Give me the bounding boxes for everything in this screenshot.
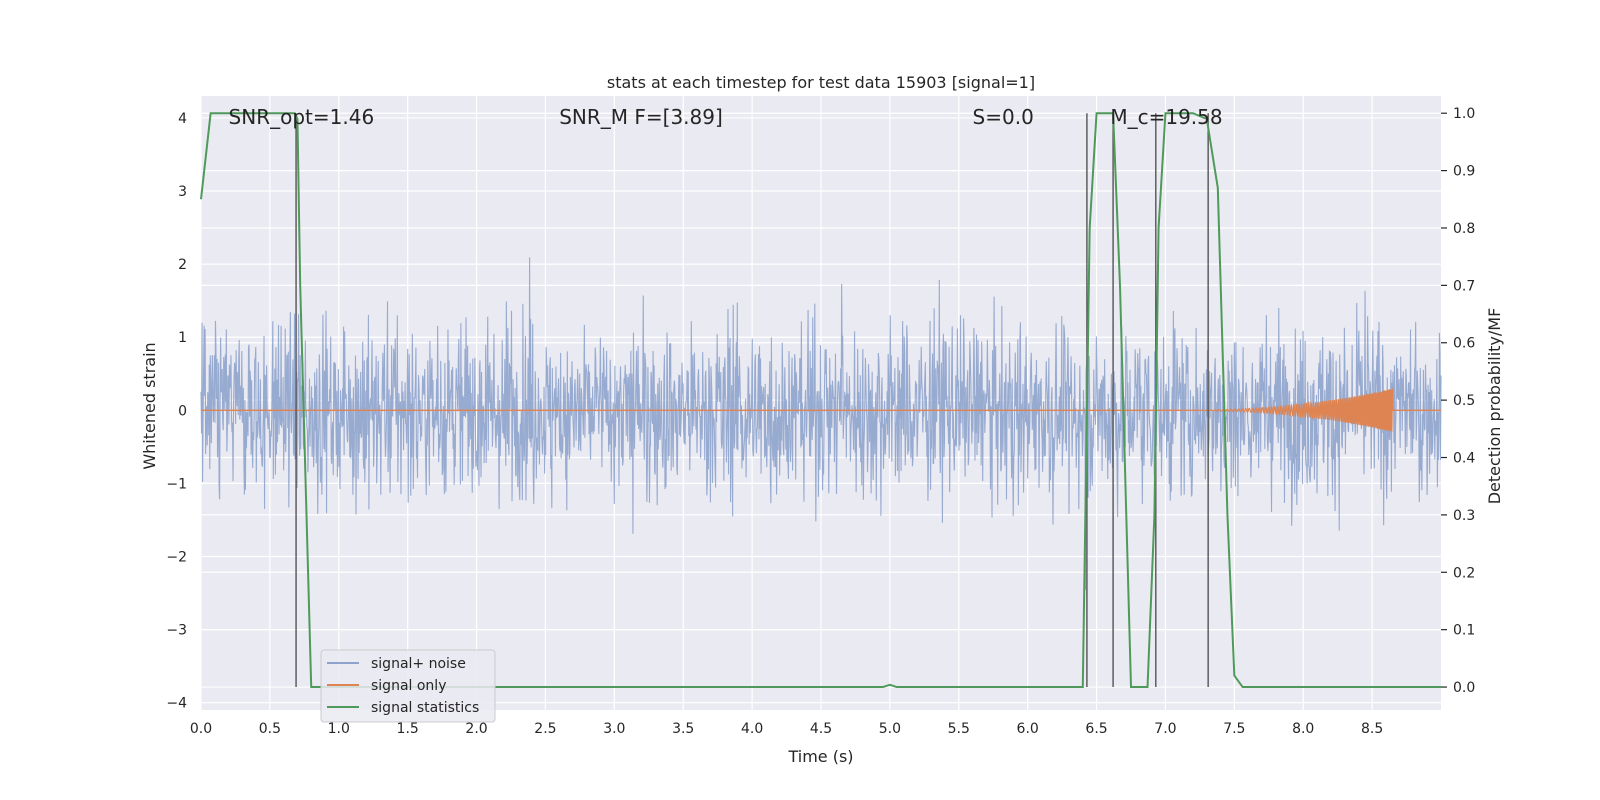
y2-tick-label: 0.5 xyxy=(1453,393,1475,409)
legend-label-signal-only: signal only xyxy=(371,678,446,694)
x-tick-label: 5.5 xyxy=(948,721,970,737)
x-tick-label: 6.0 xyxy=(1017,721,1039,737)
y-axis-label: Whitened strain xyxy=(140,342,159,469)
y2-axis-label: Detection probability/MF xyxy=(1485,308,1504,505)
y-tick-label: 4 xyxy=(178,111,187,127)
signal-noise-series xyxy=(200,257,1442,590)
x-tick-label: 7.5 xyxy=(1223,721,1245,737)
legend-label-signal-statistics: signal statistics xyxy=(371,700,479,716)
x-axis-label: Time (s) xyxy=(787,747,853,766)
x-tick-label: 1.5 xyxy=(397,721,419,737)
y-tick-label: 1 xyxy=(178,330,187,346)
y-tick-label: −4 xyxy=(166,696,187,712)
x-tick-label: 3.5 xyxy=(672,721,694,737)
y2-tick-label: 0.4 xyxy=(1453,451,1475,467)
y-tick-label: −2 xyxy=(166,550,187,566)
y2-tick-label: 0.9 xyxy=(1453,164,1475,180)
y2-tick-label: 0.2 xyxy=(1453,565,1475,581)
x-ticks: 0.0 0.5 1.0 1.5 2.0 2.5 3.0 3.5 4.0 4.5 5.0 5.5 6.0 6… xyxy=(190,721,1383,737)
annotation-2: S=0.0 xyxy=(973,105,1034,129)
x-tick-label: 1.0 xyxy=(328,721,350,737)
annotation-3: M_c=19.58 xyxy=(1110,105,1222,129)
y2-tick-label: 0.3 xyxy=(1453,508,1475,524)
y2-tick-label: 0.7 xyxy=(1453,278,1475,294)
legend-label-signal-noise: signal+ noise xyxy=(371,656,466,672)
x-tick-label: 2.0 xyxy=(465,721,487,737)
legend-box xyxy=(320,649,496,723)
annotation-1: SNR_M F=[3.89] xyxy=(559,105,723,129)
y2-tick-label: 1.0 xyxy=(1453,106,1475,122)
legend: signal+ noise signal only signal statist… xyxy=(320,649,496,723)
x-tick-label: 4.0 xyxy=(741,721,763,737)
signal-only-series xyxy=(201,388,1441,432)
y2-tick-label: 0.6 xyxy=(1453,336,1475,352)
y2-tick-label: 0.1 xyxy=(1453,623,1475,639)
y2-tick-label: 0.8 xyxy=(1453,221,1475,237)
y2-ticks: 1.0 0.9 0.8 0.7 0.6 0.5 0.4 0.3 0.2 0.1 0.0 xyxy=(1441,106,1475,696)
x-tick-label: 8.5 xyxy=(1361,721,1383,737)
x-tick-label: 8.0 xyxy=(1292,721,1314,737)
signal-statistics-line xyxy=(200,112,1441,689)
x-tick-label: 5.0 xyxy=(879,721,901,737)
y-tick-label: −1 xyxy=(166,476,187,492)
signal-only-line xyxy=(201,388,1441,432)
y-tick-label: −3 xyxy=(166,623,187,639)
y2-tick-label: 0.0 xyxy=(1453,680,1475,696)
x-tick-label: 7.0 xyxy=(1154,721,1176,737)
x-tick-label: 0.5 xyxy=(259,721,281,737)
y-tick-label: 2 xyxy=(178,257,187,273)
x-tick-label: 0.0 xyxy=(190,721,212,737)
signal-statistics-series xyxy=(200,112,1441,689)
annotations: SNR_opt=1.46 SNR_M F=[3.89] S=0.0 M_c=19.58 xyxy=(229,105,1223,129)
x-tick-label: 4.5 xyxy=(810,721,832,737)
x-tick-label: 6.5 xyxy=(1085,721,1107,737)
y-tick-label: 0 xyxy=(178,403,187,419)
x-tick-label: 2.5 xyxy=(534,721,556,737)
y-tick-label: 3 xyxy=(178,184,187,200)
annotation-0: SNR_opt=1.46 xyxy=(229,105,375,129)
y-ticks: 4 3 2 1 0 −1 −2 −3 −4 xyxy=(166,111,187,712)
chart-title: stats at each timestep for test data 159… xyxy=(607,73,1035,92)
x-tick-label: 3.0 xyxy=(603,721,625,737)
signal-noise-line xyxy=(200,257,1442,590)
